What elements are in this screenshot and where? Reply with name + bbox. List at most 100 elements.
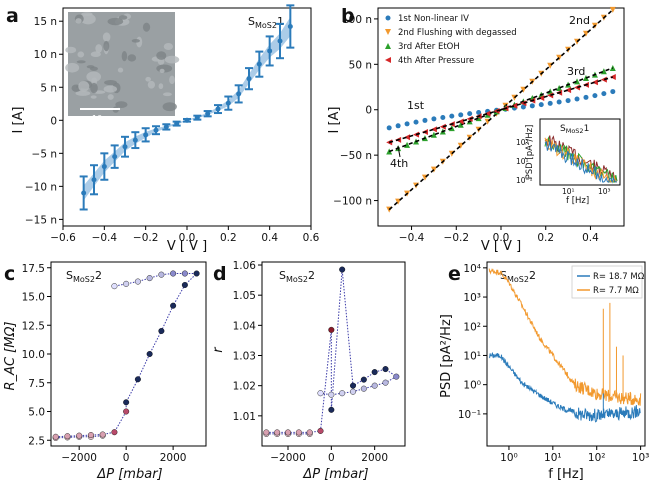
b-inset-curve-3 bbox=[544, 141, 618, 184]
legend-e-label-0: R= 18.7 MΩ bbox=[593, 272, 645, 282]
c-data-point bbox=[134, 376, 141, 383]
b-legend-swatch-2 bbox=[385, 43, 391, 49]
b-ytick-label: 0 bbox=[365, 105, 372, 117]
d-data-point bbox=[274, 429, 281, 436]
c-data-point bbox=[123, 408, 130, 415]
tem-grain bbox=[131, 38, 140, 43]
b-fit-line-3 bbox=[388, 76, 614, 144]
b-point-0 bbox=[556, 99, 562, 105]
plot-frame-e bbox=[486, 261, 646, 447]
inset-ytick-0: 10³ bbox=[516, 138, 529, 147]
xlabel-a: V [ V ] bbox=[167, 239, 207, 254]
tem-grain bbox=[104, 80, 117, 86]
c-data-point bbox=[111, 429, 118, 436]
a-data-point bbox=[122, 144, 128, 150]
a-data-point bbox=[225, 100, 231, 106]
b-point-2 bbox=[475, 115, 482, 122]
tem-grain bbox=[159, 68, 165, 73]
b-point-0 bbox=[592, 93, 598, 99]
b-point-2 bbox=[574, 78, 581, 85]
panel-label-a: a bbox=[6, 5, 19, 27]
c-ytick-label: 17.5 bbox=[22, 263, 45, 275]
annotation-arrow-4th bbox=[397, 145, 401, 158]
d-xtick-label: 0 bbox=[328, 452, 335, 464]
tem-grain bbox=[76, 60, 86, 64]
data-e bbox=[488, 268, 642, 423]
b-point-3 bbox=[430, 126, 437, 133]
c-ytick-label: 15.0 bbox=[22, 292, 45, 304]
b-point-3 bbox=[457, 118, 464, 125]
c-ytick-label: 10.0 bbox=[22, 349, 45, 361]
data-a bbox=[79, 4, 295, 211]
a-data-point bbox=[153, 127, 159, 133]
ylabel-b: I [A] bbox=[327, 106, 342, 133]
d-data-point bbox=[306, 429, 313, 436]
a-xtick-label: −0.4 bbox=[92, 232, 118, 244]
a-ytick-label: 0 bbox=[50, 115, 57, 127]
a-xtick-label: 0.4 bbox=[261, 232, 278, 244]
b-point-0 bbox=[529, 103, 535, 109]
a-data-point bbox=[174, 121, 180, 127]
c-ytick-label: 7.5 bbox=[28, 378, 45, 390]
panel-a: a 10 nm SMoS21 −0.6 −0.4 −0.2 0.0 0.2 0.4 0.6−… bbox=[6, 4, 320, 254]
b-point-3 bbox=[413, 131, 420, 138]
c-data-point bbox=[111, 283, 118, 290]
xlabel-e: f [Hz] bbox=[548, 467, 583, 482]
c-ytick-label: 5.0 bbox=[28, 407, 45, 419]
d-ytick-label: 1.03 bbox=[233, 351, 256, 363]
annotation-3rd: 3rd bbox=[567, 65, 585, 78]
tem-grain bbox=[127, 54, 137, 62]
c-data-point bbox=[123, 280, 130, 287]
axes-c: −2000 0 2000 2.5 5.0 7.5 10.0 12.5 15.0 17.5 bbox=[22, 263, 187, 464]
b-point-0 bbox=[520, 104, 526, 110]
a-data-point bbox=[81, 190, 87, 196]
c-data-point bbox=[181, 270, 188, 277]
d-data-point bbox=[295, 429, 302, 436]
ylabel-d: r bbox=[211, 346, 226, 353]
a-ytick-label: −5 n bbox=[32, 148, 57, 160]
sample-label-e: SMoS22 bbox=[500, 269, 536, 284]
b-point-0 bbox=[404, 121, 410, 127]
e-xtick-label: 10³ bbox=[632, 452, 650, 464]
b-point-2 bbox=[430, 131, 437, 138]
c-data-point bbox=[158, 271, 165, 278]
a-data-point bbox=[267, 48, 273, 54]
a-xtick-label: 0.2 bbox=[220, 232, 237, 244]
d-data-point bbox=[350, 388, 357, 395]
b-legend-swatch-3 bbox=[385, 57, 391, 63]
c-xtick-label: 2000 bbox=[160, 452, 187, 464]
inset-sample-label-b: SMoS21 bbox=[560, 124, 589, 135]
d-data-point bbox=[317, 427, 324, 434]
b-xtick-label: 0.0 bbox=[493, 232, 510, 244]
axes-a: −0.6 −0.4 −0.2 0.0 0.2 0.4 0.6 −15 n −10 n −5 n 0 5… bbox=[25, 16, 320, 244]
inset-ylabel: PSD [pA²/Hz] bbox=[525, 125, 535, 180]
c-data-point bbox=[99, 431, 106, 438]
b-ytick-label: −50 n bbox=[340, 150, 372, 162]
b-point-0 bbox=[476, 109, 482, 115]
b-point-2 bbox=[600, 68, 607, 75]
a-data-point bbox=[205, 111, 211, 117]
b-point-3 bbox=[404, 134, 411, 141]
c-data-point bbox=[158, 328, 165, 335]
tem-grain bbox=[117, 67, 124, 73]
b-point-3 bbox=[538, 94, 545, 101]
tem-grain bbox=[162, 102, 177, 112]
a-ytick-label: 15 n bbox=[34, 16, 57, 28]
a-data-point bbox=[236, 91, 242, 97]
psd-inset-curves bbox=[544, 135, 618, 184]
b-inset-curve-2 bbox=[544, 137, 618, 184]
b-point-3 bbox=[484, 110, 491, 117]
e-xtick-label: 10² bbox=[588, 452, 606, 464]
b-point-3 bbox=[511, 102, 518, 109]
c-xtick-label: 0 bbox=[123, 452, 130, 464]
b-point-0 bbox=[449, 113, 455, 119]
b-point-0 bbox=[565, 98, 571, 104]
tem-grain bbox=[103, 40, 110, 52]
data-b bbox=[386, 6, 616, 213]
d-data-point bbox=[328, 326, 335, 333]
b-fit-line-2 bbox=[388, 67, 614, 153]
b-point-0 bbox=[601, 91, 607, 97]
inset-xtick-1: 10³ bbox=[598, 187, 611, 196]
a-ytick-label: 10 n bbox=[34, 49, 57, 61]
tem-grain bbox=[147, 80, 156, 89]
